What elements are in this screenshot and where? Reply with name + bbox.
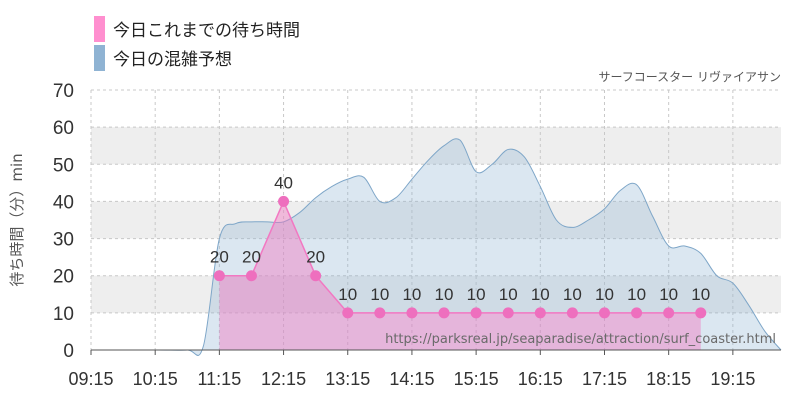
data-label: 10: [499, 285, 518, 304]
data-point: [631, 307, 643, 319]
legend-item-forecast: 今日の混雑予想: [94, 43, 300, 72]
data-point: [438, 307, 450, 319]
data-label: 10: [402, 285, 421, 304]
plot-layers: 0 10 20 30 40 50 60 70 09:15 10:15 11:15 12:15 13:15…: [53, 81, 782, 389]
data-point: [470, 307, 482, 319]
forecast-area: [91, 138, 781, 356]
data-label: 10: [659, 285, 678, 304]
y-tick-label: 0: [63, 341, 74, 362]
x-tick-label: 13:15: [325, 369, 370, 389]
grid-band: [91, 201, 781, 239]
data-point: [245, 270, 257, 282]
data-point: [663, 307, 675, 319]
data-point: [374, 307, 386, 319]
source-url: https://parksreal.jp/seaparadise/attract…: [385, 332, 776, 347]
data-point: [534, 307, 546, 319]
data-point: [695, 307, 707, 319]
y-tick-label: 60: [53, 118, 74, 139]
forecast-line: [91, 138, 782, 356]
data-label: 10: [338, 285, 357, 304]
x-tick-label: 09:15: [68, 369, 113, 389]
y-tick-label: 50: [53, 155, 74, 176]
data-point: [310, 270, 322, 282]
grid-band: [91, 275, 781, 313]
y-tick-label: 30: [53, 230, 74, 251]
data-label: 10: [563, 285, 582, 304]
x-tick-label: 15:15: [454, 369, 499, 389]
legend-item-actual: 今日これまでの待ち時間: [94, 14, 300, 43]
data-point: [342, 307, 354, 319]
x-tick-label: 17:15: [582, 369, 627, 389]
legend: 今日これまでの待ち時間 今日の混雑予想: [94, 14, 300, 72]
x-tick-label: 19:15: [710, 369, 755, 389]
y-tick-label: 20: [53, 267, 74, 288]
x-tick-label: 18:15: [646, 369, 691, 389]
data-label: 10: [370, 285, 389, 304]
data-label: 20: [306, 248, 325, 267]
data-label: 40: [274, 173, 293, 192]
x-tick-label: 12:15: [261, 369, 306, 389]
data-label: 10: [467, 285, 486, 304]
data-label: 20: [210, 248, 229, 267]
y-tick-label: 70: [53, 81, 74, 102]
legend-swatch-actual: [94, 15, 105, 42]
data-label: 10: [531, 285, 550, 304]
grid-band: [91, 127, 781, 165]
x-tick-label: 10:15: [133, 369, 178, 389]
x-tick-label: 11:15: [198, 369, 242, 389]
legend-label-actual: 今日これまでの待ち時間: [113, 21, 300, 41]
data-label: 10: [595, 285, 614, 304]
data-label: 20: [242, 248, 261, 267]
data-point: [406, 307, 418, 319]
x-tick-label: 16:15: [518, 369, 563, 389]
data-label: 10: [435, 285, 454, 304]
legend-label-forecast: 今日の混雑予想: [113, 50, 232, 70]
data-point: [598, 307, 610, 319]
actual-line: [219, 199, 701, 314]
data-point: [278, 195, 290, 207]
y-axis-label: 待ち時間（分）min: [8, 153, 26, 286]
data-point: [213, 270, 225, 282]
attraction-name: サーフコースター リヴァイアサン: [599, 69, 782, 84]
x-tick-label: 14:15: [389, 369, 434, 389]
data-point: [502, 307, 514, 319]
y-tick-label: 10: [53, 304, 74, 325]
data-point: [566, 307, 578, 319]
y-tick-label: 40: [53, 192, 74, 213]
data-label: 10: [691, 285, 710, 304]
data-label: 10: [627, 285, 646, 304]
legend-swatch-forecast: [94, 44, 105, 71]
